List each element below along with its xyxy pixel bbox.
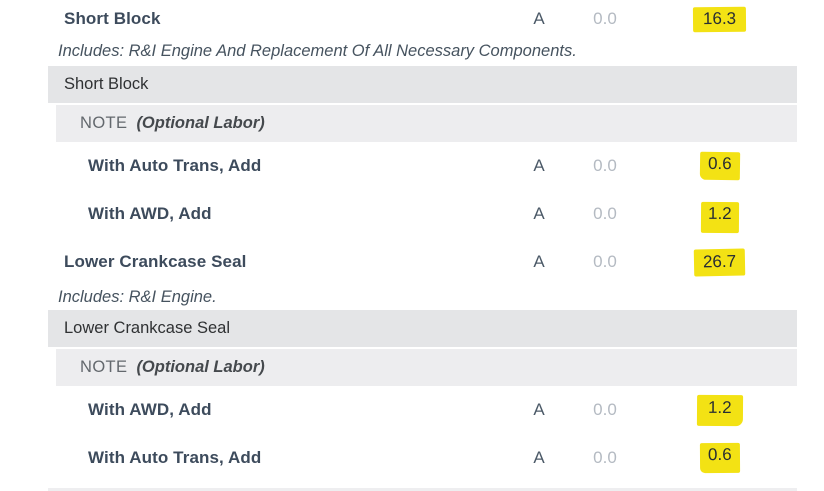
highlighted-labor-time: 1.2 <box>697 394 743 426</box>
note-label: NOTE <box>80 358 128 376</box>
operation-name: Short Block <box>64 9 161 28</box>
labor-time-cell: 0.6 <box>640 151 800 181</box>
highlighted-labor-time: 0.6 <box>699 151 741 181</box>
warranty-time: 0.0 <box>593 204 617 223</box>
labor-time-cell: 16.3 <box>640 6 800 32</box>
highlighted-labor-time: 26.7 <box>694 248 746 276</box>
note-header: NOTE (Optional Labor) <box>56 349 797 386</box>
operation-name: With Auto Trans, Add <box>88 156 262 175</box>
labor-row-short-block[interactable]: Short Block A 0.0 16.3 <box>0 0 824 38</box>
warranty-time: 0.0 <box>593 400 617 419</box>
note-detail: (Optional Labor) <box>136 358 265 376</box>
highlighted-labor-time: 0.6 <box>700 442 740 474</box>
highlighted-labor-time: 1.2 <box>701 201 739 233</box>
section-title: Lower Crankcase Seal <box>64 319 230 337</box>
includes-text: Includes: R&I Engine And Replacement Of … <box>58 41 577 60</box>
operation-name: With AWD, Add <box>88 204 212 223</box>
labor-code: A <box>533 204 545 223</box>
labor-time-cell: 26.7 <box>640 248 800 276</box>
labor-row-with-auto-trans-add[interactable]: With Auto Trans, Add A 0.0 0.6 <box>0 142 824 190</box>
labor-time-cell: 1.2 <box>640 199 800 233</box>
warranty-time: 0.0 <box>593 448 617 467</box>
labor-row-with-awd-add[interactable]: With AWD, Add A 0.0 1.2 <box>0 386 824 434</box>
labor-time-cell: 0.6 <box>640 442 800 474</box>
labor-row-with-auto-trans-add[interactable]: With Auto Trans, Add A 0.0 0.6 <box>0 434 824 482</box>
labor-time-cell: 1.2 <box>640 394 800 426</box>
labor-code: A <box>533 156 545 175</box>
warranty-time: 0.0 <box>593 252 617 271</box>
labor-code: A <box>533 9 545 28</box>
note-label: NOTE <box>80 114 128 132</box>
section-title: Short Block <box>64 75 149 93</box>
operation-name: Lower Crankcase Seal <box>64 252 247 271</box>
note-header: NOTE (Optional Labor) <box>56 105 797 142</box>
operation-name: With AWD, Add <box>88 400 212 419</box>
labor-code: A <box>533 252 545 271</box>
section-header-short-block: Short Block <box>48 66 797 103</box>
labor-row-with-awd-add[interactable]: With AWD, Add A 0.0 1.2 <box>0 190 824 238</box>
includes-note: Includes: R&I Engine And Replacement Of … <box>0 38 824 64</box>
section-header-lower-crankcase-seal: Lower Crankcase Seal <box>48 310 797 347</box>
note-detail: (Optional Labor) <box>136 114 265 132</box>
includes-text: Includes: R&I Engine. <box>58 287 217 306</box>
warranty-time: 0.0 <box>593 9 617 28</box>
labor-code: A <box>533 448 545 467</box>
highlighted-labor-time: 16.3 <box>693 6 747 32</box>
includes-note: Includes: R&I Engine. <box>0 286 824 308</box>
warranty-time: 0.0 <box>593 156 617 175</box>
operation-name: With Auto Trans, Add <box>88 448 262 467</box>
labor-code: A <box>533 400 545 419</box>
labor-row-lower-crankcase-seal[interactable]: Lower Crankcase Seal A 0.0 26.7 <box>0 238 824 286</box>
